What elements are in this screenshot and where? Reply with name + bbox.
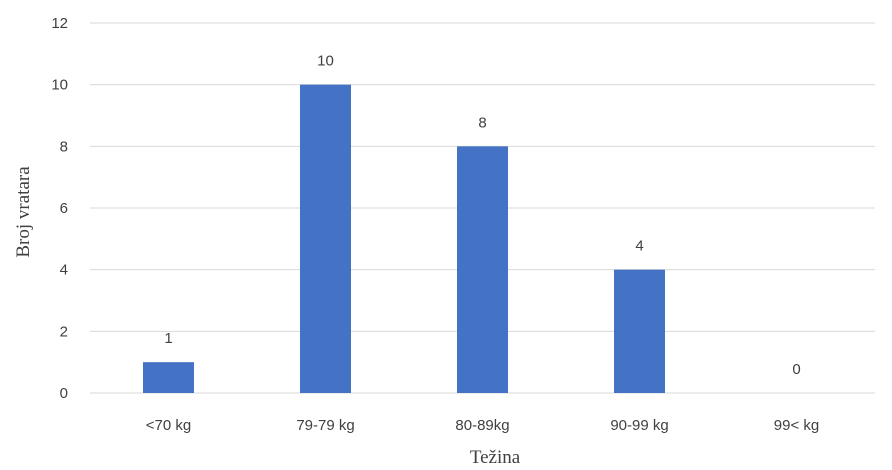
bar-value-label: 0: [792, 361, 800, 378]
y-axis-ticks: 0 2 4 6 8 10 12: [51, 15, 68, 402]
bar: [614, 269, 665, 393]
y-tick-label: 8: [60, 138, 68, 155]
bar-value-label: 4: [635, 238, 643, 255]
x-tick-label: 90-99 kg: [610, 417, 668, 434]
bar-value-label: 1: [164, 330, 172, 347]
data-labels: 1 10 8 4 0: [164, 53, 800, 378]
bar: [143, 362, 194, 393]
bar: [457, 146, 508, 393]
x-tick-label: 80-89kg: [455, 417, 509, 434]
y-tick-label: 6: [60, 200, 68, 217]
y-tick-label: 10: [51, 77, 68, 94]
bar-value-label: 8: [478, 114, 486, 131]
y-tick-label: 0: [60, 385, 68, 402]
x-tick-label: 79-79 kg: [296, 417, 354, 434]
y-tick-label: 2: [60, 323, 68, 340]
bar: [300, 84, 351, 394]
y-tick-label: 12: [51, 15, 68, 32]
bars: [143, 84, 665, 394]
x-tick-label: <70 kg: [146, 417, 191, 434]
bar-value-label: 10: [317, 53, 334, 70]
x-tick-label: 99< kg: [774, 417, 819, 434]
y-axis-title: Broj vratara: [13, 166, 34, 258]
x-axis-title: Težina: [470, 447, 521, 468]
x-axis-ticks: <70 kg 79-79 kg 80-89kg 90-99 kg 99< kg: [146, 417, 819, 434]
y-tick-label: 4: [60, 262, 68, 279]
